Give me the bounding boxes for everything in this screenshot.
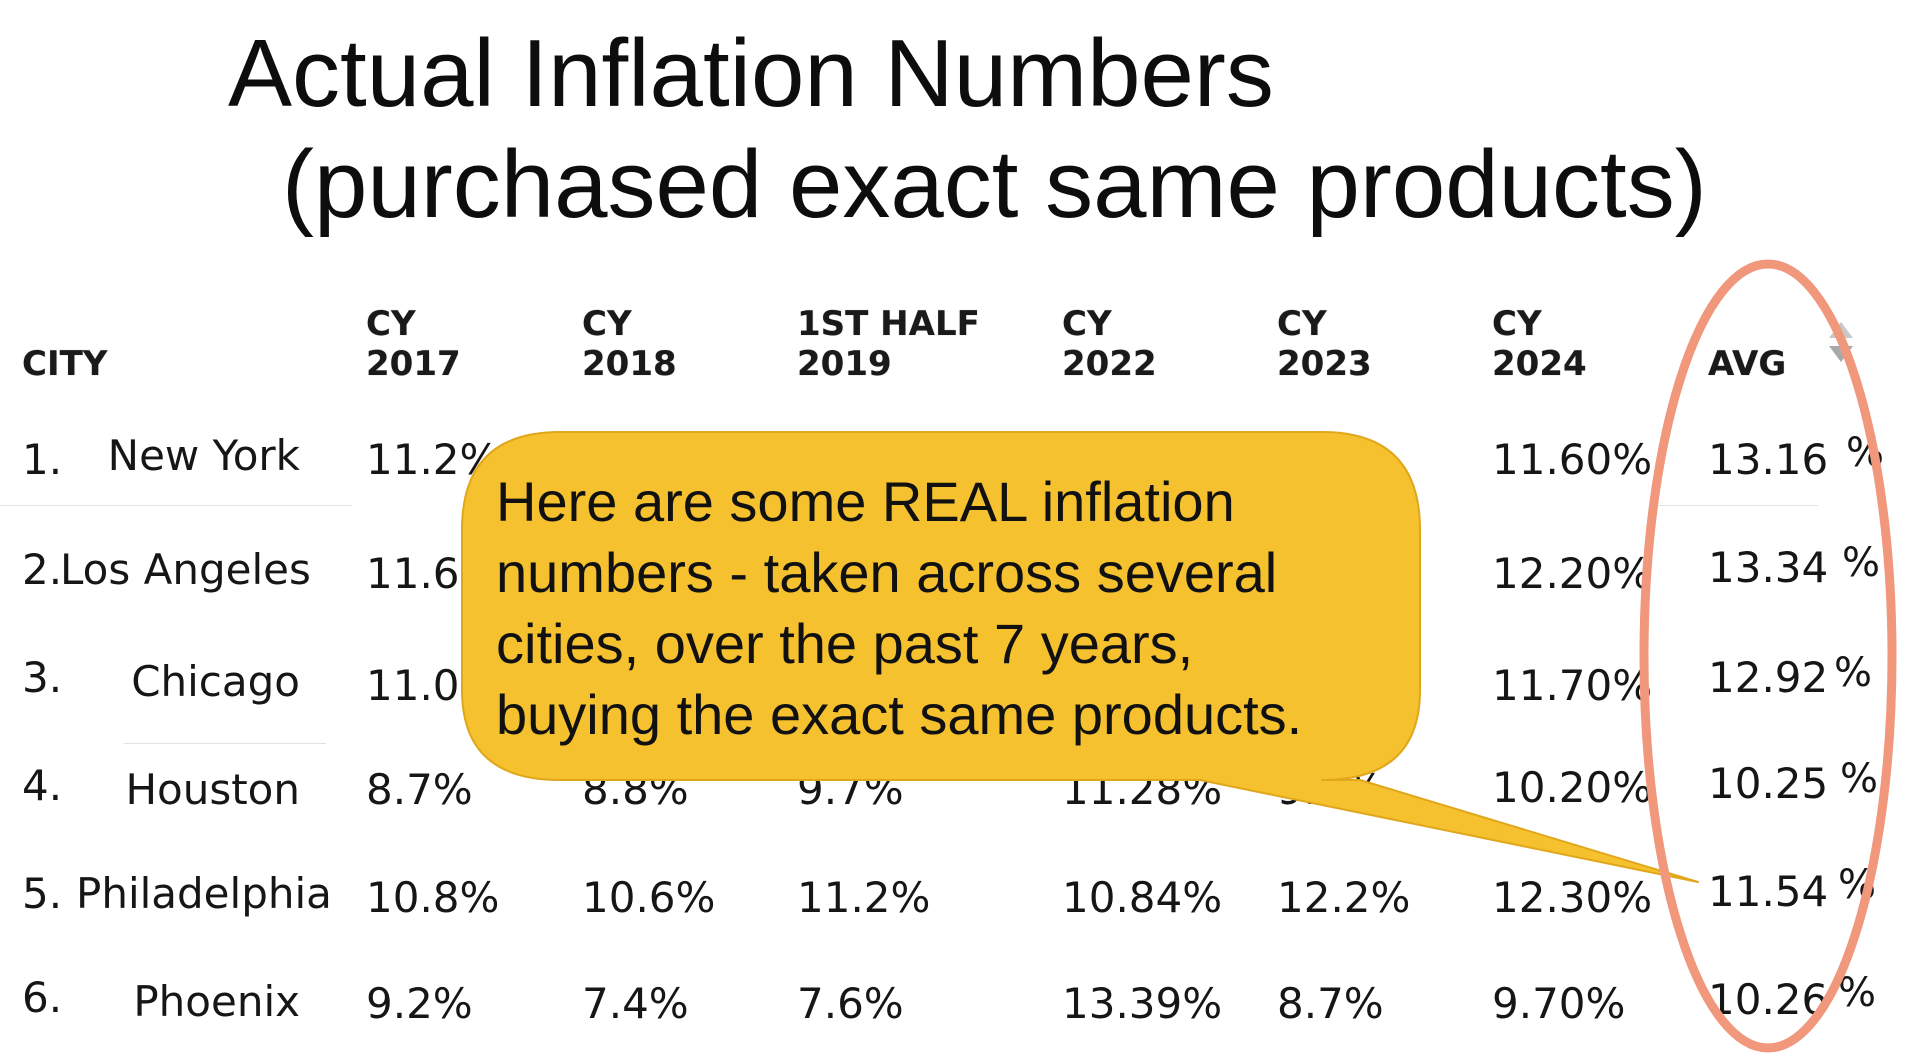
column-header-cy2024-line2: 2024 (1492, 344, 1587, 384)
value-cy2023: 9.7% (1277, 765, 1384, 814)
value-avg: 10.26 (1708, 975, 1829, 1024)
column-header-cy2018-line1: CY (582, 304, 632, 344)
value-1st-half-2019: 9.7% (797, 765, 904, 814)
callout-line: Here are some REAL inflation (496, 470, 1235, 533)
value-cy2023: 8.7% (1277, 979, 1384, 1028)
slide-title-line-2: (purchased exact same products) (282, 131, 1707, 238)
value-avg: 13.16 (1708, 435, 1829, 484)
value-cy2017: 10.8% (366, 873, 500, 922)
avg-highlight-ellipse (1639, 259, 1897, 1053)
value-cy2018: 10.6% (582, 873, 716, 922)
value-avg: 10.25 (1708, 759, 1829, 808)
city-name: Chicago (131, 657, 300, 706)
value-1st-half-2019: 11.2% (797, 873, 931, 922)
city-name: Philadelphia (76, 869, 332, 918)
value-cy2017: 9.2% (366, 979, 473, 1028)
column-header-cy2017-line1: CY (366, 304, 416, 344)
percent-sign: % (1838, 970, 1877, 1016)
value-avg: 12.92 (1708, 653, 1829, 702)
value-cy2018: 8.8% (582, 765, 689, 814)
column-header-cy2024-line1: CY (1492, 304, 1542, 344)
city-name: Houston (125, 765, 300, 814)
city-name: New York (107, 431, 300, 480)
row-number: 1. (22, 435, 63, 484)
row-number: 2. (22, 545, 63, 594)
value-cy2018: 7.4% (582, 979, 689, 1028)
value-cy2022: 11.28% (1062, 765, 1223, 814)
column-header-avg: AVG (1708, 344, 1787, 384)
row-number: 5. (22, 869, 63, 918)
callout-text: Here are some REAL inflation numbers - t… (496, 466, 1416, 750)
value-cy2023: 12.2% (1277, 873, 1411, 922)
column-header-cy2023-line2: 2023 (1277, 344, 1372, 384)
column-header-city: CITY (22, 344, 108, 384)
value-avg: 11.54 (1708, 867, 1829, 916)
column-header-1st-half-2019-line2: 2019 (797, 344, 892, 384)
callout-line: buying the exact same products. (496, 683, 1303, 746)
callout-line: numbers - taken across several (496, 541, 1278, 604)
slide-title-line-1: Actual Inflation Numbers (228, 20, 1274, 127)
row-divider (1658, 505, 1818, 506)
percent-sign: % (1834, 650, 1873, 696)
callout-line: cities, over the past 7 years, (496, 612, 1194, 675)
value-1st-half-2019: 7.6% (797, 979, 904, 1028)
column-header-cy2022-line2: 2022 (1062, 344, 1157, 384)
row-number: 6. (22, 973, 63, 1022)
value-cy2017: 11.6% (366, 549, 500, 598)
value-cy2024: 9.70% (1492, 979, 1626, 1028)
value-cy2022: 10.84% (1062, 873, 1223, 922)
column-header-1st-half-2019-line1: 1ST HALF (797, 304, 980, 344)
column-header-cy2022-line1: CY (1062, 304, 1112, 344)
percent-sign: % (1842, 540, 1881, 586)
row-number: 4. (22, 761, 63, 810)
percent-sign: % (1840, 756, 1879, 802)
column-header-cy2017-line2: 2017 (366, 344, 461, 384)
value-cy2017: 11.0% (366, 661, 500, 710)
city-name: Phoenix (133, 977, 300, 1026)
row-number: 3. (22, 653, 63, 702)
row-divider (124, 743, 326, 744)
value-cy2017: 11.2% (366, 435, 500, 484)
column-header-cy2023-line1: CY (1277, 304, 1327, 344)
column-header-cy2018-line2: 2018 (582, 344, 677, 384)
value-cy2022: 13.39% (1062, 979, 1223, 1028)
value-avg: 13.34 (1708, 543, 1829, 592)
row-divider (0, 505, 352, 506)
city-name: Los Angeles (60, 545, 311, 594)
value-cy2017: 8.7% (366, 765, 473, 814)
